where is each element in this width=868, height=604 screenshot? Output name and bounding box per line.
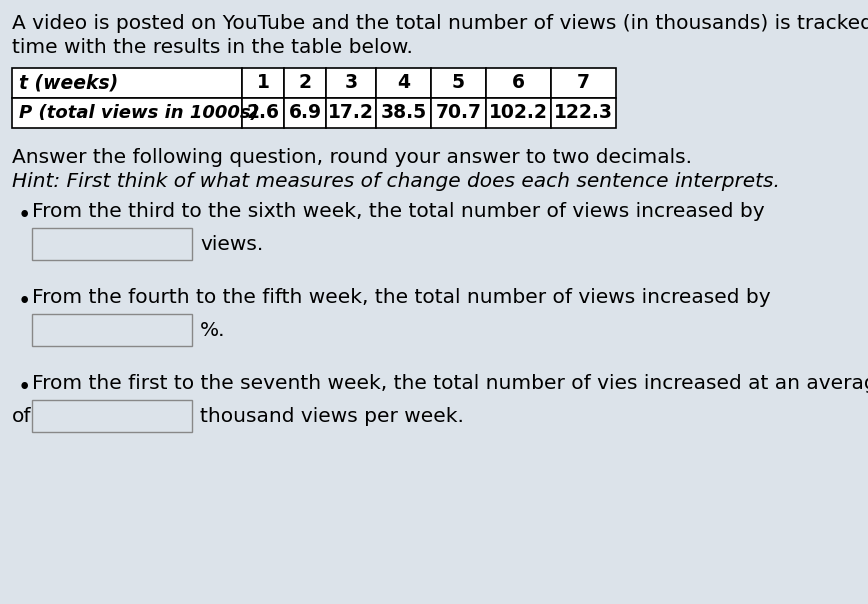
Text: 4: 4 — [397, 74, 410, 92]
Bar — [376, 68, 431, 98]
Bar — [486, 98, 551, 128]
Bar — [326, 68, 376, 98]
Bar — [12, 98, 242, 128]
Text: 122.3: 122.3 — [554, 103, 613, 123]
Bar — [431, 68, 486, 98]
Bar — [32, 314, 192, 346]
Text: views.: views. — [200, 234, 263, 254]
Text: Answer the following question, round your answer to two decimals.: Answer the following question, round you… — [12, 148, 692, 167]
Text: 2: 2 — [299, 74, 312, 92]
Text: •: • — [18, 376, 31, 399]
Text: 5: 5 — [452, 74, 465, 92]
Bar — [551, 98, 616, 128]
Bar — [242, 68, 284, 98]
Bar — [242, 98, 284, 128]
Text: t (weeks): t (weeks) — [19, 74, 118, 92]
Text: %.: %. — [200, 321, 226, 339]
Bar — [32, 400, 192, 432]
Bar — [376, 98, 431, 128]
Text: 2.6: 2.6 — [247, 103, 279, 123]
Bar — [284, 98, 326, 128]
Text: 3: 3 — [345, 74, 358, 92]
Text: 102.2: 102.2 — [489, 103, 548, 123]
Bar — [12, 68, 242, 98]
Text: of: of — [12, 406, 31, 425]
Text: From the third to the sixth week, the total number of views increased by: From the third to the sixth week, the to… — [32, 202, 765, 221]
Text: Hint: First think of what measures of change does each sentence interprets.: Hint: First think of what measures of ch… — [12, 172, 779, 191]
Text: 6: 6 — [512, 74, 525, 92]
Bar — [32, 228, 192, 260]
Text: 7: 7 — [577, 74, 590, 92]
Text: From the fourth to the fifth week, the total number of views increased by: From the fourth to the fifth week, the t… — [32, 288, 771, 307]
Text: thousand views per week.: thousand views per week. — [200, 406, 464, 425]
Bar — [431, 98, 486, 128]
Bar — [284, 68, 326, 98]
Text: 1: 1 — [257, 74, 269, 92]
Text: •: • — [18, 204, 31, 227]
Text: 6.9: 6.9 — [288, 103, 321, 123]
Text: 70.7: 70.7 — [436, 103, 482, 123]
Text: •: • — [18, 290, 31, 313]
Text: From the first to the seventh week, the total number of vies increased at an ave: From the first to the seventh week, the … — [32, 374, 868, 393]
Bar — [486, 68, 551, 98]
Bar — [326, 98, 376, 128]
Text: 17.2: 17.2 — [328, 103, 374, 123]
Text: time with the results in the table below.: time with the results in the table below… — [12, 38, 413, 57]
Text: A video is posted on YouTube and the total number of views (in thousands) is tra: A video is posted on YouTube and the tot… — [12, 14, 868, 33]
Bar — [551, 68, 616, 98]
Text: P (total views in 1000s): P (total views in 1000s) — [19, 104, 259, 122]
Text: 38.5: 38.5 — [380, 103, 426, 123]
